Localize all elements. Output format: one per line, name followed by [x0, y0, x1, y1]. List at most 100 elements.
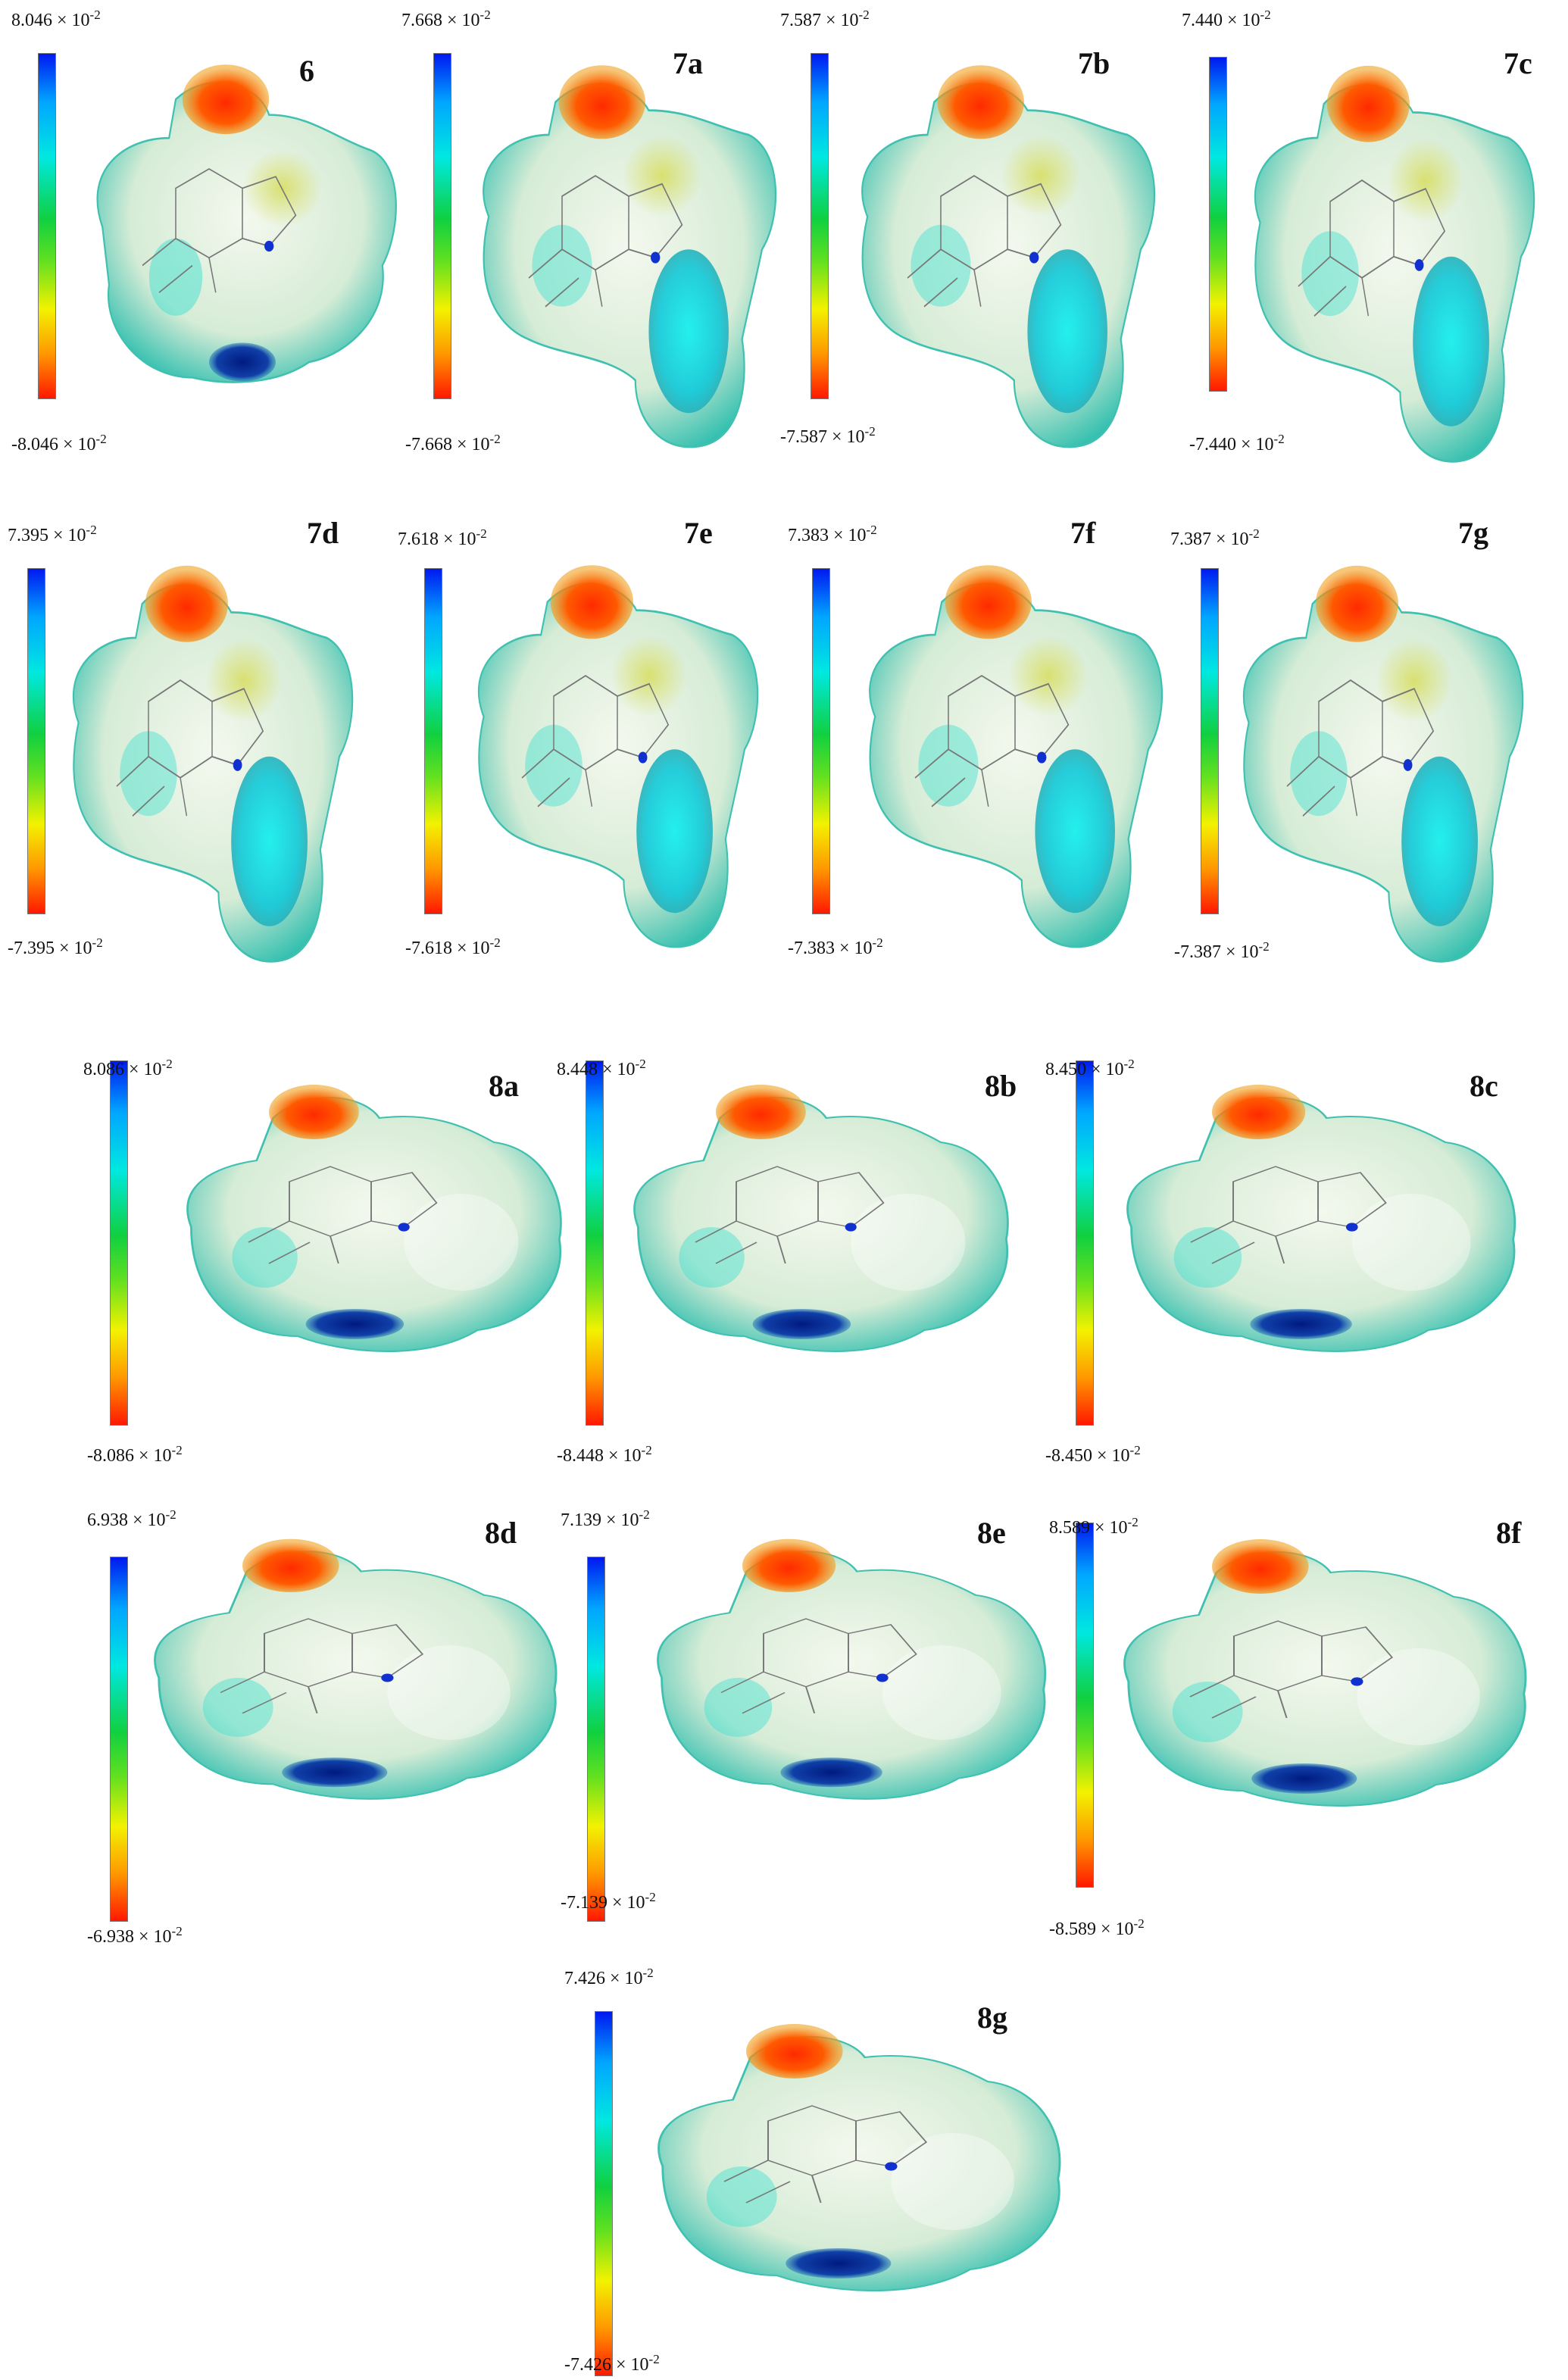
compound-label-text: 8d — [485, 1516, 517, 1550]
mep-surface — [96, 64, 397, 383]
color-scale-bar — [433, 53, 451, 399]
compound-label-text: 7b — [1078, 46, 1110, 80]
scale-max-label: 7.440 × 10-2 — [1182, 8, 1271, 31]
compound-label-text: 8e — [977, 1516, 1006, 1550]
scale-max-label: 8.589 × 10-2 — [1049, 1515, 1139, 1538]
scale-min-label-text: -7.668 × 10 — [405, 435, 490, 454]
color-scale-bar — [595, 2011, 613, 2376]
exponent: -2 — [1123, 1057, 1135, 1071]
exponent: -2 — [641, 1443, 652, 1457]
compound-label-text: 8f — [1496, 1516, 1522, 1550]
scale-max-label-text: 8.046 × 10 — [11, 11, 90, 30]
color-scale-bar — [1201, 568, 1219, 914]
mep-surface — [1254, 65, 1535, 463]
scale-min-label-text: -8.589 × 10 — [1049, 1919, 1134, 1939]
exponent: -2 — [89, 8, 101, 22]
scale-max-label: 7.426 × 10-2 — [564, 1966, 654, 1989]
exponent: -2 — [171, 1443, 183, 1457]
color-scale-bar — [424, 568, 442, 914]
scale-max-label: 7.139 × 10-2 — [561, 1507, 650, 1531]
compound-label: 7c — [1504, 45, 1532, 81]
scale-max-label-text: 7.139 × 10 — [561, 1510, 639, 1530]
color-scale-bar — [586, 1060, 604, 1426]
exponent: -2 — [858, 8, 870, 22]
mep-surface — [1126, 1085, 1516, 1352]
scale-max-label: 7.383 × 10-2 — [788, 523, 877, 546]
scale-max-label-text: 7.440 × 10 — [1182, 11, 1260, 30]
mep-surface — [633, 1085, 1009, 1352]
compound-label: 7g — [1458, 515, 1488, 551]
compound-label-text: 8a — [489, 1069, 519, 1103]
scale-max-label-text: 8.086 × 10 — [83, 1060, 162, 1079]
mep-surface — [186, 1085, 562, 1352]
scale-max-label-text: 7.618 × 10 — [398, 529, 476, 549]
scale-max-label-text: 7.426 × 10 — [564, 1969, 643, 1988]
color-scale-bar — [27, 568, 45, 914]
color-scale-bar — [587, 1557, 605, 1922]
scale-min-label: -7.618 × 10-2 — [405, 935, 501, 959]
compound-label: 8a — [489, 1068, 519, 1104]
exponent: -2 — [489, 935, 501, 950]
scale-max-label-text: 7.395 × 10 — [8, 526, 86, 545]
scale-min-label: -7.668 × 10-2 — [405, 432, 501, 455]
mep-surface — [657, 1538, 1047, 1800]
scale-max-label-text: 8.448 × 10 — [557, 1060, 636, 1079]
scale-max-label-text: 7.383 × 10 — [788, 526, 867, 545]
exponent: -2 — [864, 424, 876, 439]
exponent: -2 — [866, 523, 877, 537]
scale-max-label: 7.618 × 10-2 — [398, 526, 487, 550]
compound-label: 7f — [1070, 515, 1095, 551]
exponent: -2 — [645, 1890, 656, 1904]
mep-surface — [1123, 1539, 1527, 1807]
scale-min-label: -7.387 × 10-2 — [1174, 939, 1270, 963]
scale-min-label-text: -8.448 × 10 — [557, 1446, 642, 1466]
compound-label-text: 7c — [1504, 46, 1532, 80]
scale-min-label: -7.139 × 10-2 — [561, 1890, 656, 1913]
scale-min-label-text: -7.387 × 10 — [1174, 942, 1259, 962]
scale-min-label-text: -7.395 × 10 — [8, 939, 92, 958]
exponent: -2 — [171, 1924, 183, 1938]
compound-label: 7a — [673, 45, 703, 81]
color-scale-bar — [1076, 1060, 1094, 1426]
color-scale-bar — [110, 1557, 128, 1922]
exponent: -2 — [1133, 1916, 1145, 1931]
scale-max-label-text: 7.587 × 10 — [780, 11, 859, 30]
mep-surface — [154, 1538, 558, 1800]
color-scale-bar — [1209, 57, 1227, 392]
color-scale-bar — [110, 1060, 128, 1426]
scale-max-label-text: 8.589 × 10 — [1049, 1518, 1128, 1538]
exponent: -2 — [872, 935, 883, 950]
compound-label: 8d — [485, 1515, 517, 1551]
exponent: -2 — [476, 526, 487, 541]
scale-max-label: 8.046 × 10-2 — [11, 8, 101, 31]
scale-max-label-text: 8.450 × 10 — [1045, 1060, 1124, 1079]
compound-label: 8f — [1496, 1515, 1521, 1551]
exponent: -2 — [1260, 8, 1271, 22]
compound-label-text: 6 — [299, 54, 314, 88]
scale-min-label-text: -7.440 × 10 — [1189, 435, 1274, 454]
scale-max-label: 6.938 × 10-2 — [87, 1507, 176, 1531]
mep-surface — [478, 565, 759, 948]
scale-max-label-text: 7.668 × 10 — [401, 11, 480, 30]
scale-min-label-text: -7.587 × 10 — [780, 427, 865, 447]
exponent: -2 — [1273, 432, 1285, 446]
scale-max-label: 8.448 × 10-2 — [557, 1057, 646, 1080]
color-scale-bar — [811, 53, 829, 399]
scale-min-label: -8.589 × 10-2 — [1049, 1916, 1145, 1940]
mep-surface — [861, 65, 1156, 448]
mep-surface — [657, 2024, 1061, 2291]
scale-max-label: 7.387 × 10-2 — [1170, 526, 1260, 550]
scale-max-label: 7.587 × 10-2 — [780, 8, 870, 31]
scale-min-label: -8.046 × 10-2 — [11, 432, 107, 455]
scale-min-label: -8.086 × 10-2 — [87, 1443, 183, 1466]
compound-label-text: 7d — [307, 516, 339, 550]
scale-min-label: -7.395 × 10-2 — [8, 935, 103, 959]
scale-min-label: -6.938 × 10-2 — [87, 1924, 183, 1947]
scale-max-label: 8.086 × 10-2 — [83, 1057, 173, 1080]
mep-surface — [73, 565, 354, 963]
scale-min-label-text: -7.383 × 10 — [788, 939, 873, 958]
exponent: -2 — [648, 2352, 660, 2366]
compound-label-text: 7a — [673, 46, 703, 80]
scale-max-label-text: 6.938 × 10 — [87, 1510, 166, 1530]
compound-label: 7e — [684, 515, 713, 551]
